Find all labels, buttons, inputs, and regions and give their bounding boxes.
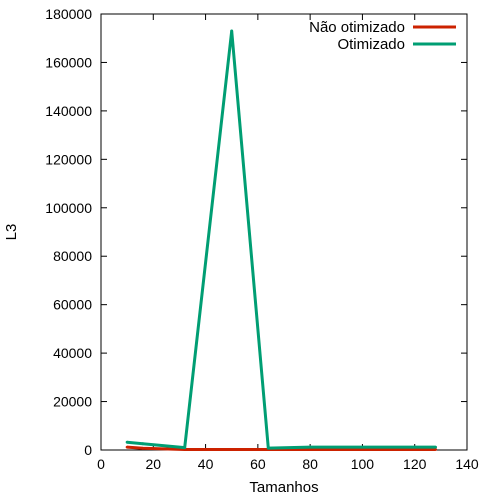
series-line-2 — [126, 29, 436, 450]
data-point-series-2 — [230, 29, 234, 33]
plot-frame — [100, 13, 468, 451]
data-point-series-2 — [183, 446, 187, 449]
x-tick-label: 120 — [403, 456, 427, 472]
x-tick-label: 0 — [97, 456, 105, 472]
legend-label: Não otimizado — [309, 19, 405, 36]
y-tick-label: 140000 — [45, 103, 92, 119]
y-tick-label: 20000 — [53, 394, 92, 410]
y-axis-title: L3 — [3, 224, 20, 241]
series-layer — [125, 29, 437, 451]
data-point-series-2 — [141, 442, 145, 446]
data-point-series-1 — [230, 448, 234, 451]
legend-label: Otimizado — [337, 36, 405, 53]
y-tick-label: 80000 — [53, 248, 92, 264]
data-point-series-2 — [308, 445, 312, 449]
y-tick-label: 40000 — [53, 345, 92, 361]
x-tick-label: 40 — [198, 456, 214, 472]
data-point-series-1 — [434, 448, 437, 451]
y-tick-label: 180000 — [45, 6, 92, 22]
x-tick-label: 100 — [351, 456, 375, 472]
y-tick-label: 160000 — [45, 54, 92, 70]
x-tick-label: 80 — [302, 456, 318, 472]
y-tick-label: 60000 — [53, 297, 92, 313]
y-tick-label: 120000 — [45, 151, 92, 167]
data-point-series-1 — [308, 448, 312, 451]
x-axis: 0 20 40 60 80 100 120 140 — [97, 14, 479, 472]
y-axis: 0 20000 40000 60000 80000 100000 120000 140000 1… — [45, 6, 467, 458]
y-tick-label: 0 — [84, 442, 92, 458]
data-point-series-2 — [125, 440, 129, 444]
x-tick-label: 60 — [250, 456, 266, 472]
x-tick-label: 140 — [455, 456, 479, 472]
y-tick-label: 100000 — [45, 200, 92, 216]
data-point-series-1 — [125, 445, 129, 449]
x-tick-label: 20 — [145, 456, 161, 472]
data-point-series-1 — [141, 446, 145, 450]
x-axis-title: Tamanhos — [249, 479, 318, 496]
data-point-series-2 — [266, 446, 270, 450]
data-point-series-2 — [434, 445, 437, 449]
